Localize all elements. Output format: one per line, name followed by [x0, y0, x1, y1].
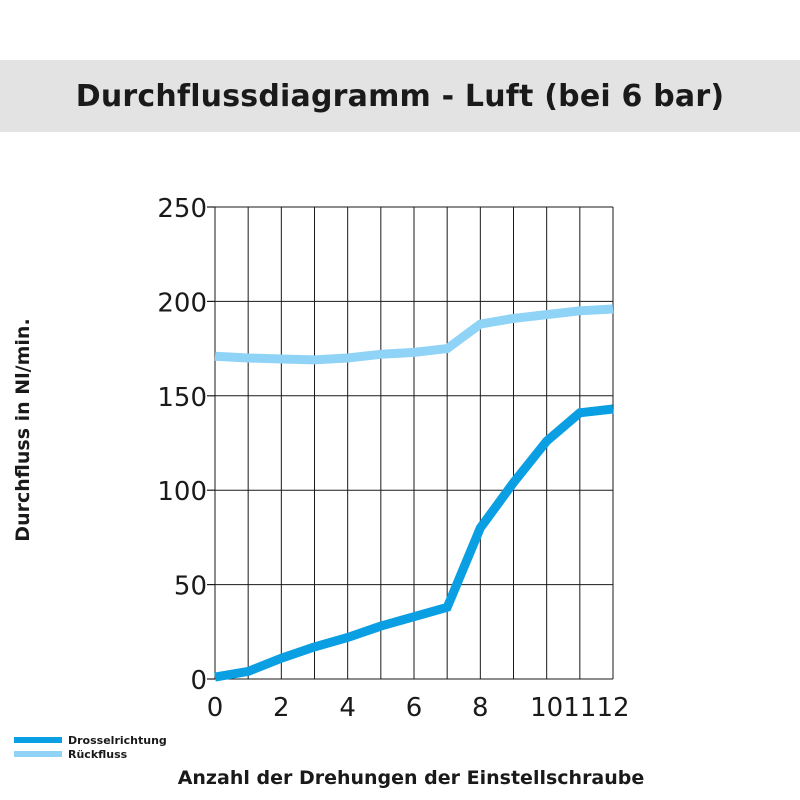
x-axis-label: Anzahl der Drehungen der Einstellschraub… [178, 767, 645, 789]
grid [207, 206, 614, 680]
x-tick-label: 4 [339, 693, 356, 723]
x-tick-label: 12 [596, 693, 629, 723]
x-tick-labels: 0 2 4 6 8 10 11 12 [207, 693, 630, 723]
x-tick-label: 6 [406, 693, 423, 723]
y-tick-label: 0 [190, 666, 207, 696]
y-tick-labels: 0 50 100 150 200 250 [157, 194, 207, 696]
x-tick-label: 11 [563, 693, 596, 723]
x-tick-label: 10 [530, 693, 563, 723]
x-tick-label: 2 [273, 693, 290, 723]
y-axis-label: Durchfluss in Nl/min. [12, 318, 34, 541]
y-tick-label: 100 [157, 477, 207, 507]
legend-label: Rückfluss [68, 748, 128, 761]
y-tick-label: 250 [157, 194, 207, 224]
chart-title: Durchflussdiagramm - Luft (bei 6 bar) [75, 78, 725, 114]
y-tick-label: 50 [174, 572, 207, 602]
series-line-2 [214, 304, 614, 365]
x-tick-label: 0 [207, 693, 224, 723]
y-tick-label: 150 [157, 383, 207, 413]
y-tick-label: 200 [157, 288, 207, 318]
title-bar: Durchflussdiagramm - Luft (bei 6 bar) [0, 60, 800, 132]
series-line-1 [214, 404, 614, 682]
series-lines [214, 304, 614, 682]
legend-label: Drosselrichtung [68, 734, 167, 747]
x-tick-label: 8 [472, 693, 489, 723]
